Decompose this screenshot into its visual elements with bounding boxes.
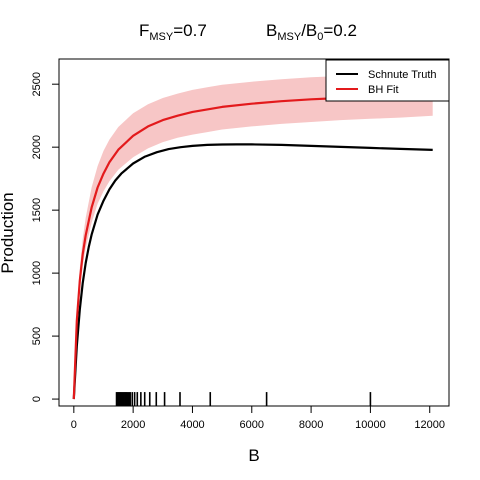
plot-area — [72, 72, 433, 407]
y-tick-label: 1500 — [31, 198, 43, 222]
x-tick-label: 10000 — [355, 419, 386, 431]
y-tick-label: 1000 — [31, 261, 43, 285]
legend: Schnute Truth BH Fit — [325, 59, 450, 102]
x-tick-label: 12000 — [414, 419, 445, 431]
bh-fit-confidence-band — [73, 72, 433, 400]
y-tick-label: 2000 — [31, 135, 43, 159]
axes: 0 2000 4000 6000 8000 10000 12000 0 500 1000 1500 2… — [31, 72, 445, 431]
x-axis-label: B — [248, 446, 259, 465]
x-tick-label: 4000 — [180, 419, 204, 431]
y-axis-label: Production — [0, 192, 17, 273]
y-tick-label: 2500 — [31, 72, 43, 96]
y-tick-label: 0 — [31, 396, 43, 402]
y-tick-label: 500 — [31, 327, 43, 345]
title-bmsy-b0: BMSY/B0=0.2 — [266, 21, 357, 43]
x-tick-label: 6000 — [240, 419, 264, 431]
title-fmsy: FMSY=0.7 — [139, 21, 207, 43]
legend-label-truth: Schnute Truth — [368, 69, 437, 81]
x-tick-label: 2000 — [121, 419, 145, 431]
chart-title: FMSY=0.7 BMSY/B0=0.2 — [139, 21, 357, 43]
x-tick-label: 0 — [71, 419, 77, 431]
series-line-schnute-truth — [72, 143, 433, 400]
legend-box — [325, 59, 450, 102]
x-tick-label: 8000 — [299, 419, 323, 431]
series-line-bh-fit — [72, 93, 433, 400]
legend-label-fit: BH Fit — [368, 84, 399, 96]
